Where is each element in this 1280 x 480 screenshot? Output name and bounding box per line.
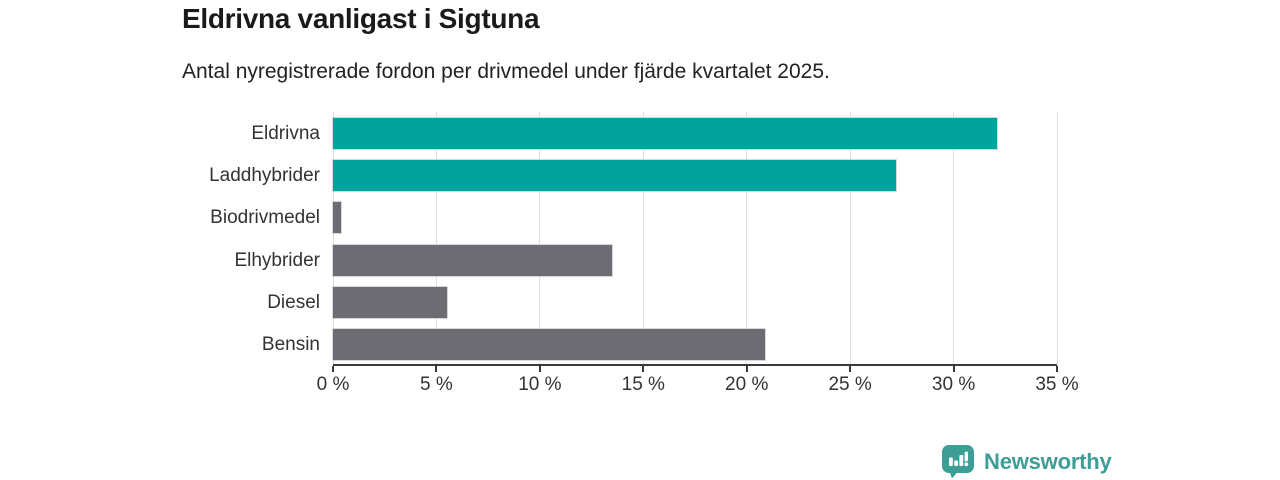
- gridline: [539, 112, 541, 366]
- category-label-eldrivna: Eldrivna: [251, 122, 320, 144]
- x-axis-line: [333, 364, 1057, 366]
- bar-laddhybrider: [332, 159, 897, 192]
- gridline: [642, 112, 644, 366]
- category-label-biodrivmedel: Biodrivmedel: [210, 207, 320, 229]
- newsworthy-wordmark: Newsworthy: [984, 448, 1112, 474]
- x-axis-tick: [952, 366, 955, 372]
- x-axis-tick: [849, 366, 852, 372]
- gridline: [746, 112, 748, 366]
- x-axis-tick: [435, 366, 438, 372]
- category-label-laddhybrider: Laddhybrider: [209, 165, 320, 186]
- x-axis-tick: [538, 366, 541, 372]
- x-axis-tick-label: 30 %: [931, 374, 976, 395]
- x-axis-tick-label: 25 %: [828, 374, 872, 395]
- x-axis-tick-label: 20 %: [725, 374, 769, 395]
- x-axis-tick-label: 5 %: [420, 374, 453, 395]
- gridline: [953, 112, 955, 366]
- x-axis-tick: [642, 366, 645, 372]
- chart-subtitle: Antal nyregistrerade fordon per drivmede…: [182, 60, 830, 83]
- bar-elhybrider: [331, 243, 614, 277]
- gridline: [849, 112, 851, 366]
- newsworthy-logo: Newsworthy: [941, 444, 1112, 479]
- gridline: [1056, 112, 1058, 366]
- bar-eldrivna: [332, 116, 998, 150]
- bar-bensin: [331, 328, 767, 362]
- x-axis-tick: [745, 366, 748, 372]
- x-axis-tick-label: 15 %: [621, 374, 665, 395]
- category-label-bensin: Bensin: [261, 334, 320, 356]
- bar-biodrivmedel: [331, 201, 343, 235]
- chart-title: Eldrivna vanligast i Sigtuna: [182, 3, 540, 34]
- gridline: [332, 112, 334, 366]
- newsworthy-speech-bubble-bar-chart-icon: [942, 445, 974, 479]
- x-axis-tick-label: 0 %: [316, 374, 350, 395]
- x-axis-tick-label: 10 %: [518, 374, 562, 395]
- gridline: [435, 112, 437, 366]
- x-axis-tick: [332, 366, 334, 372]
- plot-area: Eldrivna Laddhybrider Biodrivmedel Elhybrid…: [209, 112, 1079, 395]
- bar-diesel: [332, 286, 448, 319]
- category-label-elhybrider: Elhybrider: [234, 249, 320, 271]
- category-label-diesel: Diesel: [267, 292, 320, 313]
- x-axis-tick: [1056, 366, 1058, 372]
- x-axis-tick-label: 35 %: [1035, 374, 1079, 395]
